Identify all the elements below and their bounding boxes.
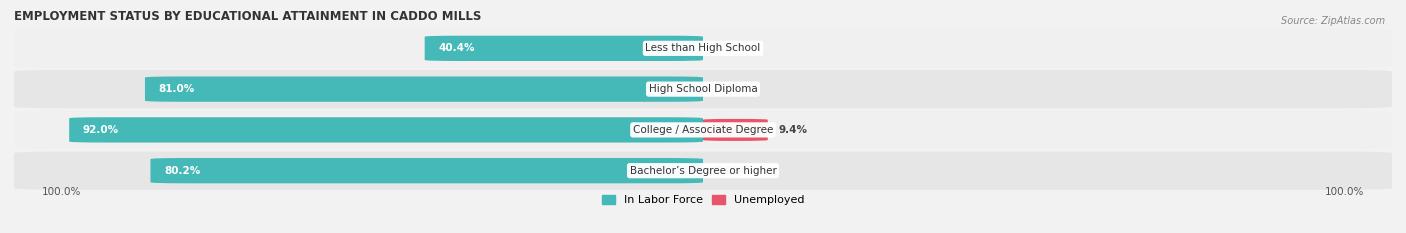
FancyBboxPatch shape [69,117,703,143]
FancyBboxPatch shape [145,76,703,102]
Text: Bachelor’s Degree or higher: Bachelor’s Degree or higher [630,166,776,176]
Text: 0.0%: 0.0% [714,43,742,53]
Text: 9.4%: 9.4% [779,125,808,135]
FancyBboxPatch shape [14,29,1392,68]
Text: 80.2%: 80.2% [165,166,201,176]
Text: 40.4%: 40.4% [439,43,475,53]
FancyBboxPatch shape [703,119,768,141]
Text: 100.0%: 100.0% [1324,187,1364,197]
Text: Less than High School: Less than High School [645,43,761,53]
FancyBboxPatch shape [14,111,1392,149]
Text: EMPLOYMENT STATUS BY EDUCATIONAL ATTAINMENT IN CADDO MILLS: EMPLOYMENT STATUS BY EDUCATIONAL ATTAINM… [14,10,481,23]
Text: 100.0%: 100.0% [42,187,82,197]
Text: College / Associate Degree: College / Associate Degree [633,125,773,135]
FancyBboxPatch shape [14,151,1392,190]
FancyBboxPatch shape [14,70,1392,108]
Text: High School Diploma: High School Diploma [648,84,758,94]
Text: Source: ZipAtlas.com: Source: ZipAtlas.com [1281,16,1385,26]
FancyBboxPatch shape [425,36,703,61]
Text: 81.0%: 81.0% [159,84,195,94]
FancyBboxPatch shape [150,158,703,183]
Legend: In Labor Force, Unemployed: In Labor Force, Unemployed [602,195,804,205]
Text: 0.0%: 0.0% [714,84,742,94]
Text: 92.0%: 92.0% [83,125,120,135]
Text: 0.0%: 0.0% [714,166,742,176]
